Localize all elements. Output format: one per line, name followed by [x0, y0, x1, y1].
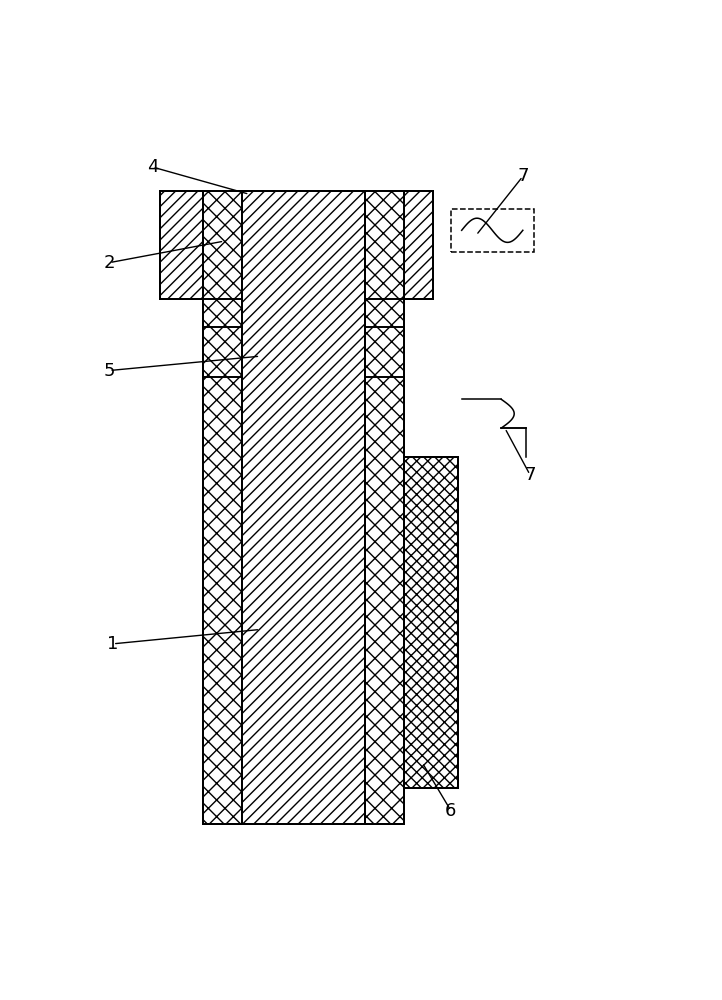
Text: 7: 7 — [524, 466, 536, 484]
Bar — [365, 299, 404, 824]
Text: 5: 5 — [103, 362, 115, 380]
Bar — [203, 191, 404, 824]
Bar — [203, 299, 243, 824]
Bar — [203, 191, 243, 327]
Bar — [365, 191, 404, 327]
Text: 2: 2 — [103, 254, 115, 272]
Text: 7: 7 — [517, 167, 529, 185]
Bar — [451, 209, 534, 252]
Bar — [404, 457, 458, 788]
Text: 4: 4 — [147, 158, 158, 176]
Text: 1: 1 — [107, 635, 118, 653]
Text: 6: 6 — [445, 802, 456, 820]
Bar — [404, 191, 433, 299]
Bar — [160, 191, 203, 299]
